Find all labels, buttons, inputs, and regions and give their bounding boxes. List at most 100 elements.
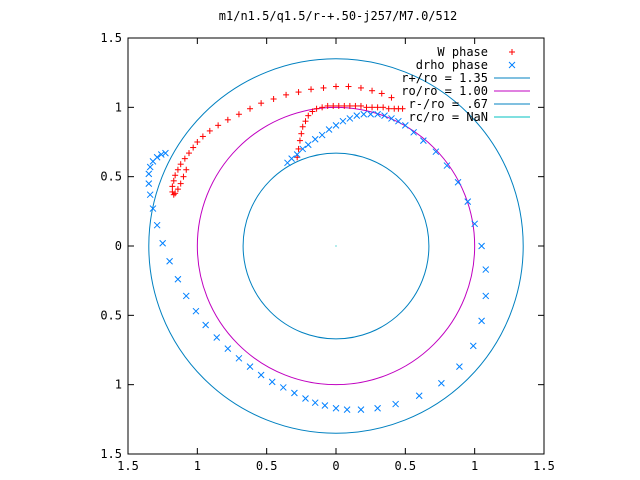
reference-circle [196, 106, 476, 386]
data-point [333, 83, 339, 90]
data-point [320, 84, 327, 91]
data-point [170, 177, 177, 184]
marker-stroke [443, 162, 451, 169]
marker-stroke [410, 128, 418, 136]
marker-stroke [357, 406, 365, 413]
legend-label: r+/ro = 1.35 [401, 71, 488, 85]
data-point [325, 126, 333, 133]
marker-stroke [381, 112, 388, 120]
data-point [295, 89, 302, 96]
data-point [410, 128, 418, 136]
marker-stroke [471, 220, 479, 228]
marker-stroke [482, 266, 490, 273]
origin-point [335, 245, 337, 247]
data-point [420, 137, 427, 144]
data-point [145, 180, 153, 187]
data-point [170, 191, 177, 198]
data-point [153, 153, 161, 161]
data-point [235, 354, 243, 362]
legend-entry: rc/ro = NaN [409, 110, 530, 124]
x-tick-label: 0.5 [256, 459, 278, 473]
data-point [308, 86, 315, 93]
data-point [482, 292, 490, 300]
legend-entry: r-/ro = .67 [409, 97, 530, 111]
data-point [443, 162, 451, 169]
data-point [471, 220, 479, 228]
data-point [367, 110, 375, 118]
data-point [172, 172, 179, 179]
marker-stroke [346, 115, 354, 122]
data-point [235, 111, 242, 118]
data-point [194, 139, 201, 145]
marker-stroke [146, 191, 154, 199]
data-point [311, 135, 319, 143]
marker-stroke [478, 242, 485, 250]
y-tick-label: 0.5 [100, 308, 122, 322]
data-point [213, 334, 221, 341]
marker-stroke [464, 198, 472, 205]
marker-stroke [332, 404, 340, 412]
marker-stroke [469, 342, 477, 350]
data-point [182, 292, 190, 300]
marker-stroke [478, 317, 485, 325]
data-point [469, 342, 477, 350]
data-point [309, 108, 316, 115]
data-point [321, 402, 329, 409]
marker-stroke [508, 61, 516, 69]
y-tick-label: 0.5 [100, 170, 122, 184]
data-point [319, 104, 326, 111]
data-point [224, 345, 232, 352]
reference-circle [148, 58, 524, 434]
data-point [206, 127, 213, 134]
data-point [202, 321, 210, 329]
data-point [335, 102, 342, 109]
data-point [302, 395, 309, 402]
marker-stroke [166, 257, 173, 265]
data-point [166, 257, 173, 265]
data-point [385, 105, 392, 112]
data-point [478, 317, 485, 325]
data-point [341, 102, 348, 109]
data-point [478, 242, 485, 250]
data-point [374, 404, 381, 412]
data-point [174, 166, 181, 173]
data-point [415, 392, 423, 400]
marker-stroke [192, 307, 200, 315]
data-point [257, 371, 265, 379]
marker-stroke [291, 389, 298, 397]
data-point [369, 87, 376, 94]
marker-stroke [146, 163, 154, 171]
marker-stroke [302, 395, 309, 402]
data-point [380, 104, 387, 111]
data-point [159, 239, 167, 247]
marker-stroke [374, 404, 381, 412]
data-point [360, 110, 368, 118]
data-point [270, 96, 277, 103]
data-point [291, 389, 298, 397]
data-point [172, 190, 179, 197]
data-point [346, 102, 353, 109]
data-point [149, 205, 157, 212]
marker-stroke [149, 205, 157, 212]
data-point [157, 151, 165, 158]
data-point [324, 102, 331, 109]
marker-stroke [145, 180, 153, 187]
data-point [215, 122, 222, 129]
data-point [352, 102, 359, 109]
data-point [305, 112, 312, 119]
marker-stroke [325, 126, 333, 133]
data-point [332, 122, 340, 129]
y-tick-label: 1 [115, 378, 122, 392]
legend-entry: r+/ro = 1.35 [401, 71, 530, 85]
data-point [304, 141, 312, 149]
data-point [181, 155, 188, 162]
y-tick-label: 0 [115, 239, 122, 253]
data-point [357, 102, 364, 109]
data-point [363, 104, 370, 111]
marker-stroke [257, 371, 265, 379]
marker-stroke [360, 110, 368, 118]
legend-entry: ro/ro = 1.00 [401, 84, 530, 98]
data-point [369, 104, 376, 111]
marker-stroke [367, 110, 375, 118]
